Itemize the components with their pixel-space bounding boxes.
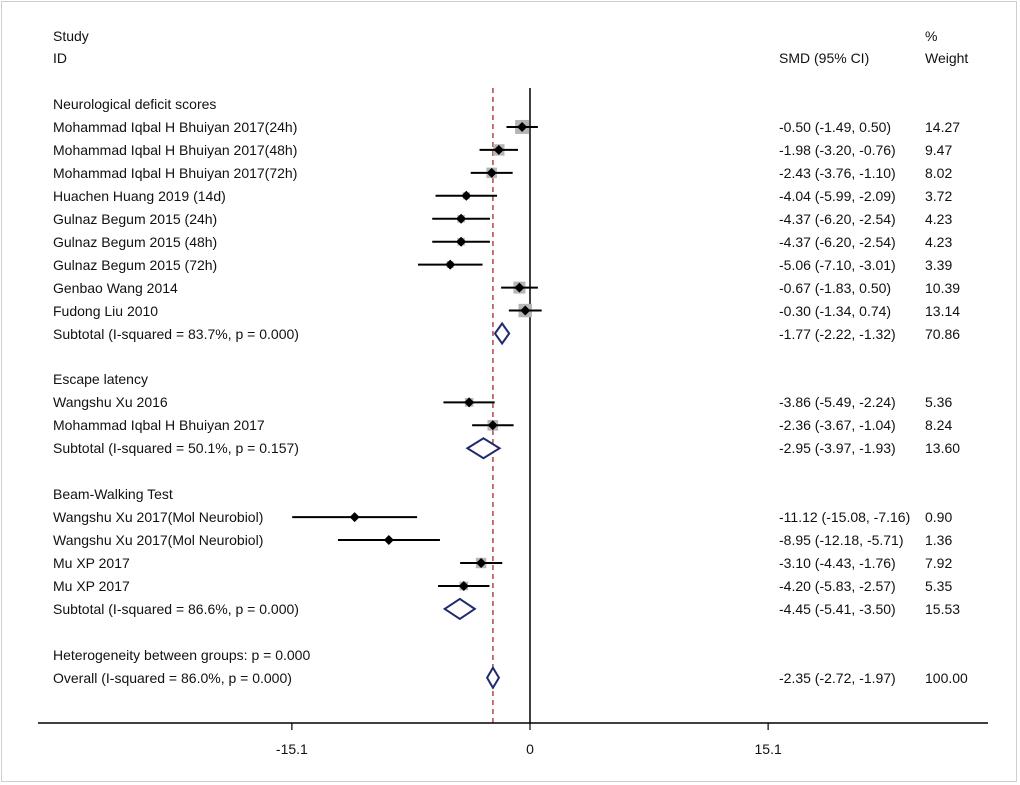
smd-ci-value: -4.20 (-5.83, -2.57)	[779, 577, 896, 594]
weight-value: 4.23	[925, 210, 953, 227]
weight-value: 100.00	[925, 669, 968, 686]
header-percent: %	[925, 28, 938, 44]
weight-value: 5.36	[925, 394, 953, 411]
weight-value: 9.47	[925, 141, 953, 158]
subgroup-header: Beam-Walking Test	[53, 486, 173, 503]
header-id: ID	[53, 50, 67, 66]
weight-value: 4.23	[925, 233, 953, 250]
smd-ci-value: -5.06 (-7.10, -3.01)	[779, 256, 896, 273]
x-axis-tick-label: 15.1	[755, 741, 782, 757]
header-smd: SMD (95% CI)	[779, 50, 870, 66]
smd-ci-value: -0.67 (-1.83, 0.50)	[779, 279, 892, 296]
study-label: Gulnaz Begum 2015 (72h)	[53, 256, 218, 273]
study-point-estimate	[456, 236, 467, 247]
smd-ci-value: -11.12 (-15.08, -7.16)	[779, 509, 911, 526]
weight-value: 3.72	[925, 187, 953, 204]
overall-diamond	[485, 665, 501, 690]
weight-value: 13.14	[925, 302, 961, 319]
subtotal-label: Subtotal (I-squared = 50.1%, p = 0.157)	[53, 440, 299, 457]
study-label: Mohammad Iqbal H Bhuiyan 2017	[53, 417, 265, 434]
subtotal-diamond	[493, 321, 511, 346]
weight-value: 8.24	[925, 417, 953, 434]
study-label: Gulnaz Begum 2015 (48h)	[53, 233, 218, 250]
study-label: Wangshu Xu 2016	[53, 394, 168, 411]
weight-value: 3.39	[925, 256, 953, 273]
study-label: Mu XP 2017	[53, 555, 130, 571]
study-point-estimate	[383, 535, 394, 546]
study-label: Huachen Huang 2019 (14d)	[53, 187, 226, 204]
header-study: Study	[53, 28, 89, 44]
subgroup-header: Heterogeneity between groups: p = 0.000	[53, 646, 311, 663]
smd-ci-value: -2.95 (-3.97, -1.93)	[779, 440, 896, 457]
study-point-estimate	[445, 259, 456, 270]
subtotal-diamond	[465, 437, 502, 460]
study-label: Mohammad Iqbal H Bhuiyan 2017(48h)	[53, 141, 298, 158]
weight-value: 1.36	[925, 532, 953, 549]
subgroup-header: Escape latency	[53, 371, 148, 388]
study-point-estimate	[520, 305, 531, 316]
study-point-estimate	[514, 282, 525, 293]
x-axis-tick-label: -15.1	[276, 741, 308, 757]
header-weight: Weight	[925, 50, 969, 66]
weight-value: 10.39	[925, 279, 961, 296]
x-axis-tick-label: 0	[526, 741, 534, 757]
study-point-estimate	[476, 558, 487, 568]
study-label: Wangshu Xu 2017(Mol Neurobiol)	[53, 532, 264, 549]
smd-ci-value: -0.50 (-1.49, 0.50)	[779, 118, 892, 135]
study-point-estimate	[456, 213, 467, 224]
weight-value: 15.53	[925, 600, 961, 617]
study-label: Wangshu Xu 2017(Mol Neurobiol)	[53, 509, 264, 526]
smd-ci-value: -2.36 (-3.67, -1.04)	[779, 417, 896, 434]
smd-ci-value: -4.37 (-6.20, -2.54)	[779, 210, 896, 227]
subtotal-diamond	[442, 597, 477, 621]
study-point-estimate	[493, 144, 504, 155]
smd-ci-value: -2.35 (-2.72, -1.97)	[779, 669, 896, 686]
subgroup-header: Neurological deficit scores	[53, 96, 217, 112]
study-label: Mohammad Iqbal H Bhuiyan 2017(72h)	[53, 164, 298, 181]
smd-ci-value: -2.43 (-3.76, -1.10)	[779, 164, 896, 181]
weight-value: 14.27	[925, 118, 961, 135]
smd-ci-value: -0.30 (-1.34, 0.74)	[779, 302, 892, 319]
smd-ci-value: -4.45 (-5.41, -3.50)	[779, 600, 896, 617]
study-label: Fudong Liu 2010	[53, 302, 159, 319]
study-point-estimate	[486, 167, 497, 178]
study-point-estimate	[458, 580, 469, 591]
smd-ci-value: -4.37 (-6.20, -2.54)	[779, 233, 896, 250]
weight-value: 8.02	[925, 164, 953, 181]
subtotal-label: Subtotal (I-squared = 86.6%, p = 0.000)	[53, 600, 299, 617]
weight-value: 7.92	[925, 555, 953, 571]
weight-value: 13.60	[925, 440, 961, 457]
smd-ci-value: -1.98 (-3.20, -0.76)	[779, 141, 896, 158]
subtotal-label: Subtotal (I-squared = 83.7%, p = 0.000)	[53, 325, 299, 342]
smd-ci-value: -3.10 (-4.43, -1.76)	[779, 555, 896, 571]
weight-value: 0.90	[925, 509, 953, 526]
weight-value: 70.86	[925, 325, 961, 342]
study-label: Mohammad Iqbal H Bhuiyan 2017(24h)	[53, 118, 298, 135]
study-label: Genbao Wang 2014	[53, 279, 178, 296]
smd-ci-value: -4.04 (-5.99, -2.09)	[779, 187, 896, 204]
study-point-estimate	[461, 190, 472, 201]
study-point-estimate	[349, 512, 360, 523]
smd-ci-value: -3.86 (-5.49, -2.24)	[779, 394, 896, 411]
study-label: Mu XP 2017	[53, 577, 130, 594]
study-point-estimate	[487, 420, 498, 431]
overall-label: Overall (I-squared = 86.0%, p = 0.000)	[53, 669, 292, 686]
study-point-estimate	[517, 121, 528, 132]
study-label: Gulnaz Begum 2015 (24h)	[53, 210, 218, 227]
smd-ci-value: -1.77 (-2.22, -1.32)	[779, 325, 896, 342]
study-point-estimate	[464, 397, 475, 408]
weight-value: 5.35	[925, 577, 953, 594]
smd-ci-value: -8.95 (-12.18, -5.71)	[779, 532, 904, 549]
